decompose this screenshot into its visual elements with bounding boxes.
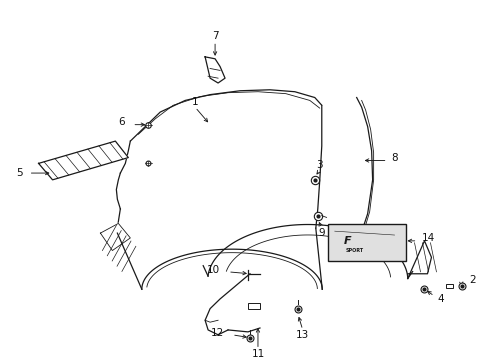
Text: 2: 2: [468, 275, 475, 285]
Text: 12: 12: [210, 328, 224, 338]
Text: 9: 9: [318, 228, 325, 238]
Text: 8: 8: [391, 153, 397, 163]
Text: 10: 10: [206, 265, 220, 275]
FancyBboxPatch shape: [247, 303, 260, 309]
Text: 14: 14: [421, 233, 434, 243]
Text: 4: 4: [437, 294, 443, 304]
Text: 3: 3: [316, 160, 323, 170]
Text: 5: 5: [16, 168, 22, 178]
FancyBboxPatch shape: [445, 284, 452, 288]
Text: 13: 13: [296, 330, 309, 340]
Text: F: F: [343, 236, 351, 246]
Text: 7: 7: [211, 31, 218, 41]
Text: SPORT: SPORT: [345, 248, 363, 253]
FancyBboxPatch shape: [327, 225, 405, 261]
Polygon shape: [100, 224, 130, 251]
Polygon shape: [39, 141, 128, 180]
Text: 1: 1: [191, 97, 198, 107]
Text: 11: 11: [251, 349, 264, 359]
Text: 6: 6: [119, 117, 125, 127]
